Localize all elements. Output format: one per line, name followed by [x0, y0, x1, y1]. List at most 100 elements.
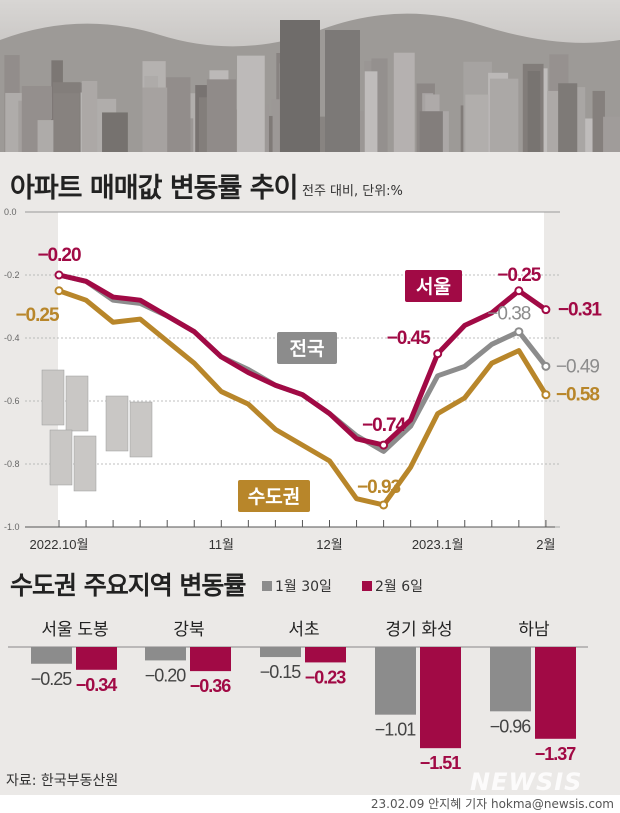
series-tag-서울	[405, 270, 462, 302]
bar-value-label: −0.20	[145, 665, 187, 685]
bar-강북	[145, 647, 186, 661]
data-label: −0.20	[37, 245, 81, 266]
bar-서초	[260, 647, 301, 658]
city-skyline-photo	[0, 0, 620, 152]
bar-하남	[490, 647, 531, 712]
building-shape	[592, 90, 605, 152]
bar-강북	[190, 647, 231, 672]
bar-서초	[305, 647, 346, 663]
building-shape	[603, 116, 620, 152]
bar-경기 화성	[375, 647, 416, 715]
building-shape	[166, 77, 191, 152]
series-tag-label: 서울	[416, 276, 451, 298]
data-point	[514, 327, 524, 337]
building-shape	[393, 52, 415, 152]
legend-swatch	[262, 581, 272, 591]
x-tick-label: 11월	[209, 537, 234, 552]
building-shape	[558, 83, 578, 152]
data-point	[541, 361, 551, 371]
y-tick-label: -0.2	[4, 270, 20, 280]
category-label: 강북	[173, 620, 204, 639]
data-point	[541, 305, 551, 315]
data-label: −0.25	[497, 265, 542, 286]
bar-서울 도봉	[76, 647, 117, 670]
source-text: 자료: 한국부동산원	[6, 773, 119, 789]
category-label: 서울 도봉	[41, 620, 108, 639]
data-label: −0.25	[15, 305, 60, 326]
bar-하남	[535, 647, 576, 739]
apartment-building-icon	[73, 435, 97, 492]
newsis-logo: NEWSIS	[470, 768, 583, 796]
series-tag-수도권	[238, 480, 310, 512]
bar-chart-title: 수도권 주요지역 변동률	[10, 571, 246, 600]
bar-value-label: −1.37	[535, 744, 577, 764]
series-tag-label: 전국	[290, 338, 325, 360]
data-point	[54, 270, 64, 280]
category-label: 경기 화성	[385, 620, 452, 639]
y-tick-label: -0.6	[4, 396, 20, 406]
data-point	[379, 500, 389, 510]
bar-chart: 서울 도봉 강북 서초 경기 화성 하남 −0.25 −0.20 −0.15 −1.01 −0.9…	[8, 620, 588, 770]
legend-swatch	[362, 581, 372, 591]
building-shape	[102, 112, 128, 152]
data-label: −0.38	[487, 304, 531, 325]
bar-경기 화성	[420, 647, 461, 749]
bar-value-label: −0.25	[31, 669, 73, 689]
building-shape	[81, 81, 98, 152]
building-shape	[582, 118, 596, 152]
building-shape	[142, 87, 168, 152]
y-tick-label: 0.0	[4, 207, 17, 217]
plot-area	[58, 212, 544, 527]
bar-서울 도봉	[31, 647, 72, 664]
data-point	[379, 440, 389, 450]
apartment-building-icon	[41, 369, 65, 426]
y-tick-label: -1.0	[4, 522, 20, 532]
category-label: 서초	[288, 620, 319, 639]
apartment-building-icon	[105, 395, 129, 452]
data-point	[433, 349, 443, 359]
x-tick-label: 2023.1월	[412, 537, 464, 552]
x-tick-label: 12월	[316, 537, 342, 552]
data-label: −0.58	[556, 385, 600, 406]
line-chart: 0.0 -0.2 -0.4 -0.6 -0.8 -1.0 2022.10월 11월 12월 202…	[4, 207, 603, 552]
bar-value-label: −0.15	[260, 662, 302, 682]
bar-value-label: −1.51	[420, 753, 462, 770]
line-chart-title: 아파트 매매값 변동률 추이	[10, 173, 298, 204]
bar-value-label: −1.01	[375, 720, 417, 740]
legend-item-jan30: 1월 30일	[262, 576, 332, 596]
bar-value-label: −0.96	[490, 716, 532, 736]
legend-label: 1월 30일	[275, 579, 332, 595]
building-shape	[419, 111, 443, 152]
data-point	[514, 286, 524, 296]
building-shape	[438, 111, 449, 152]
series-tag-전국	[277, 332, 337, 364]
building-shape	[206, 79, 237, 152]
x-tick-label: 2월	[536, 537, 555, 552]
legend-label: 2월 6일	[375, 579, 424, 595]
legend-item-feb6: 2월 6일	[362, 576, 423, 596]
building-shape	[527, 71, 541, 152]
building-shape	[364, 71, 378, 152]
bar-value-label: −0.36	[190, 676, 232, 696]
y-tick-label: -0.8	[4, 459, 20, 469]
building-shape	[325, 30, 360, 152]
y-tick-label: -0.4	[4, 333, 20, 343]
line-chart-subtitle: 전주 대비, 단위:%	[302, 184, 403, 199]
category-label: 하남	[518, 620, 550, 639]
series-line-서울	[58, 272, 548, 448]
data-label: −0.45	[387, 328, 432, 349]
building-shape	[37, 120, 55, 152]
data-label: −0.49	[556, 356, 600, 377]
data-label: −0.74	[362, 415, 407, 436]
data-label: −0.93	[357, 477, 401, 498]
building-shape	[280, 20, 320, 152]
x-tick-label: 2022.10월	[30, 537, 89, 552]
bar-value-label: −0.34	[76, 675, 118, 695]
apartment-building-icon	[129, 401, 153, 458]
building-shape	[237, 55, 265, 152]
credit-text: 23.02.09 안지혜 기자 hokma@newsis.com	[370, 797, 614, 811]
building-shape	[53, 93, 80, 152]
series-tag-label: 수도권	[248, 486, 300, 508]
data-label: −0.31	[558, 300, 603, 321]
series-line-수도권	[58, 288, 549, 508]
